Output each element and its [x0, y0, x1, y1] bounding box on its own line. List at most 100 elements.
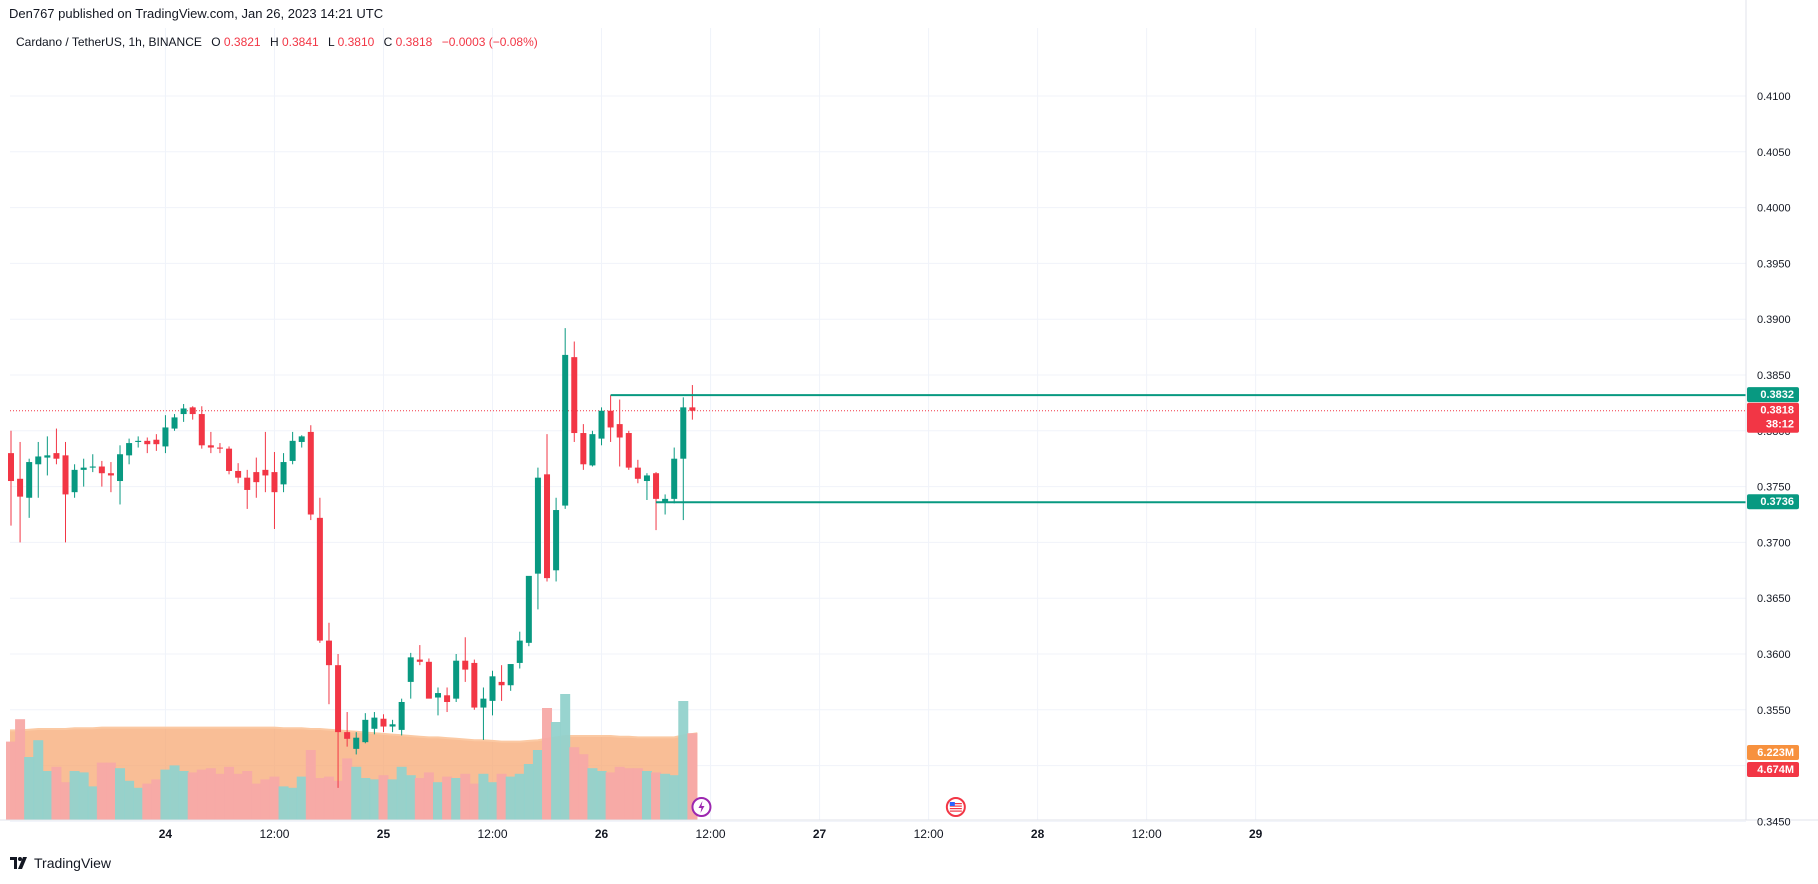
candle [444, 687, 451, 713]
price-tick-label: 0.4050 [1757, 147, 1791, 159]
candles [8, 328, 696, 788]
candle [335, 654, 342, 788]
candle [244, 469, 251, 509]
volume-bar [632, 768, 643, 820]
volume-bar [451, 778, 462, 820]
volume-bar [33, 740, 44, 820]
candle-body [189, 407, 196, 415]
price-tick-label: 0.3600 [1757, 649, 1791, 661]
candle-body [498, 681, 505, 686]
legend-open-value: 0.3821 [224, 35, 261, 49]
candle [89, 454, 96, 473]
volume-bar [314, 778, 325, 820]
candle-body [298, 436, 305, 442]
candle [316, 497, 323, 643]
time-tick-label: 12:00 [696, 827, 726, 841]
volume-bar [187, 772, 198, 820]
candle [416, 645, 423, 666]
candle [398, 698, 405, 736]
legend-symbol: Cardano / TetherUS, 1h, BINANCE [16, 35, 202, 49]
candle [262, 431, 269, 493]
candle-body [562, 354, 569, 506]
volume-bar [160, 769, 171, 820]
candle-body [607, 410, 614, 428]
candle-body [371, 717, 378, 729]
candle-body [80, 467, 87, 470]
candle-body [507, 664, 514, 686]
candle [289, 431, 296, 465]
volume-bar [560, 694, 571, 820]
volume-bar [687, 733, 698, 820]
volume-bar [414, 778, 425, 820]
price-axis[interactable]: 0.4100 0.4050 0.4000 0.3950 0.3900 0.3850 0.38… [1757, 91, 1791, 828]
candle-body [307, 431, 314, 515]
candle-body [598, 410, 605, 439]
legend: Cardano / TetherUS, 1h, BINANCE O 0.3821… [16, 35, 538, 49]
volume-bar [87, 786, 98, 820]
candle-body [235, 470, 242, 478]
lightning-event-icon [691, 797, 712, 817]
candle-body [216, 447, 223, 449]
candle-body [162, 427, 169, 447]
us-flag-event-icon [945, 797, 966, 817]
volume-bar [242, 771, 253, 820]
volume-bar [387, 779, 398, 820]
time-tick-label: 25 [377, 827, 391, 841]
volume-bar [60, 782, 71, 820]
horizontal-levels[interactable] [610, 394, 1746, 504]
candle [489, 670, 496, 716]
volume-bar [233, 773, 244, 820]
candle [26, 458, 33, 518]
level-price-badge: 0.3832 [1747, 387, 1799, 403]
tradingview-logo-icon [10, 857, 27, 869]
volume-bar [278, 786, 289, 820]
candle-body [625, 433, 632, 468]
candle [17, 441, 24, 543]
candle [135, 436, 142, 448]
price-tick-label: 0.3650 [1757, 593, 1791, 605]
level-price-badge: 0.3736 [1747, 494, 1799, 510]
time-tick-label: 27 [813, 827, 827, 841]
candle [434, 687, 441, 716]
candle-body [634, 467, 641, 479]
candle [235, 463, 242, 484]
price-tick-label: 0.3850 [1757, 370, 1791, 382]
candle [625, 430, 632, 470]
volume-bar [69, 771, 80, 820]
price-tick-label: 0.3700 [1757, 537, 1791, 549]
volume-bar [669, 775, 680, 820]
volume-bar [432, 782, 443, 820]
candle-body [335, 665, 342, 733]
legend-high-label: H [270, 35, 279, 49]
candle-body [8, 453, 14, 482]
candle-body [553, 510, 560, 571]
tradingview-logo[interactable]: TradingView [10, 855, 111, 871]
candle [589, 430, 596, 467]
candle-body [71, 469, 78, 493]
candle-body [434, 693, 441, 698]
candle-body [171, 417, 178, 429]
candle-body [471, 662, 478, 708]
candle [171, 414, 178, 431]
candle [80, 458, 87, 487]
candle [117, 445, 124, 505]
event-icons[interactable] [691, 797, 966, 817]
level-price-badge-text: 0.3736 [1760, 496, 1794, 508]
legend-open-label: O [211, 35, 220, 49]
volume-bar [605, 772, 616, 820]
volume-bar [142, 783, 153, 820]
candle [689, 385, 696, 420]
flag-stripe [949, 808, 962, 810]
candle-body [480, 698, 487, 708]
candle-body [389, 724, 396, 727]
price-tick-label: 0.3950 [1757, 258, 1791, 270]
tradingview-brand: TradingView [34, 855, 112, 871]
time-axis[interactable]: 24 12:00 25 12:00 26 12:00 27 12:00 28 12:00 29 [159, 827, 1263, 841]
time-tick-label: 24 [159, 827, 173, 841]
candle-body [53, 453, 60, 459]
legend-low-value: 0.3810 [338, 35, 375, 49]
volume-bar [260, 779, 271, 820]
candle-body [489, 676, 496, 701]
candle-body [407, 657, 414, 682]
